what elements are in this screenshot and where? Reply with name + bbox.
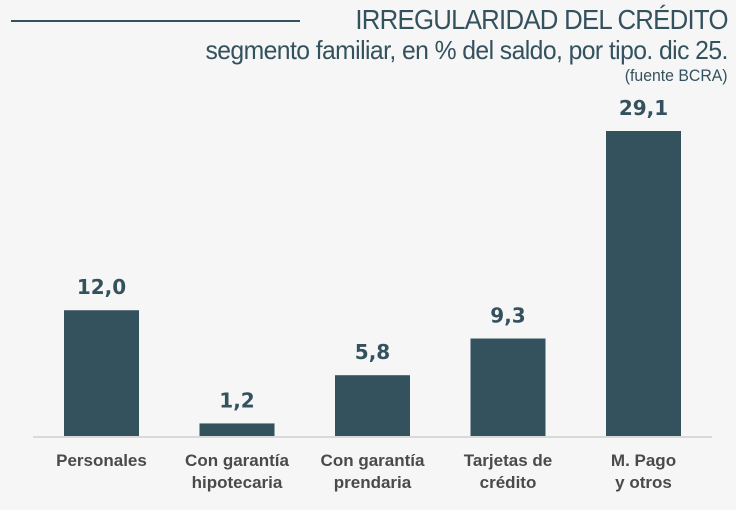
bar <box>64 310 139 436</box>
data-label: 5,8 <box>355 340 390 364</box>
x-tick-label: Personales <box>56 451 147 470</box>
bar <box>335 375 410 436</box>
x-tick-label: hipotecaria <box>192 473 283 492</box>
chart-source: (fuente BCRA) <box>625 66 728 85</box>
bar <box>606 131 681 436</box>
x-tick-label: Con garantía <box>185 451 289 470</box>
x-tick-label: Con garantía <box>321 451 425 470</box>
x-tick-label: M. Pago <box>611 451 676 470</box>
bar <box>470 338 546 436</box>
bar <box>199 423 275 436</box>
data-label: 29,1 <box>619 96 668 120</box>
chart-subtitle: segmento familiar, en % del saldo, por t… <box>205 35 729 65</box>
x-tick-label: Tarjetas de <box>464 451 553 470</box>
title-rule <box>11 20 300 22</box>
data-label: 12,0 <box>77 275 126 299</box>
x-tick-label: prendaria <box>334 473 412 492</box>
x-tick-label: crédito <box>480 473 537 492</box>
data-label: 1,2 <box>219 388 254 412</box>
chart-title: IRREGULARIDAD DEL CRÉDITO <box>355 4 729 35</box>
x-tick-label: y otros <box>615 473 672 492</box>
data-label: 9,3 <box>490 304 525 328</box>
